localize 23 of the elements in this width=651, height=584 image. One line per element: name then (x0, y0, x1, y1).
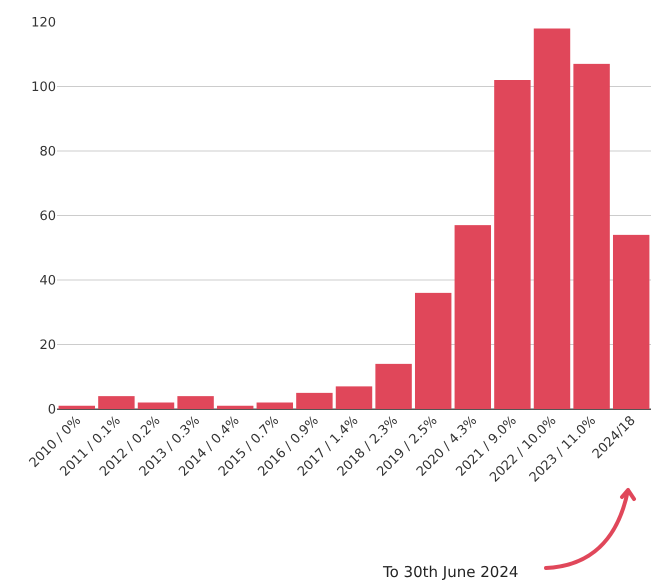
bar (336, 386, 372, 409)
bar (138, 402, 174, 409)
y-tick-label: 40 (39, 274, 56, 289)
bar (612, 234, 650, 409)
bar (296, 392, 333, 409)
bar (494, 80, 531, 409)
bar (256, 402, 294, 409)
bar (573, 64, 610, 409)
bar (534, 28, 570, 409)
bar (414, 292, 452, 409)
bar (454, 225, 492, 409)
bar (98, 396, 135, 409)
bar (177, 396, 214, 409)
y-tick-label: 120 (31, 16, 56, 31)
y-tick-label: 60 (39, 209, 56, 224)
y-tick-label: 100 (31, 80, 56, 96)
y-tick-label: 0 (48, 402, 56, 418)
bar (375, 364, 412, 409)
bar (216, 406, 254, 409)
text: To 30th June 2024 (382, 563, 518, 581)
bar (58, 406, 96, 409)
y-tick-label: 20 (39, 338, 56, 354)
y-tick-label: 80 (39, 144, 56, 160)
